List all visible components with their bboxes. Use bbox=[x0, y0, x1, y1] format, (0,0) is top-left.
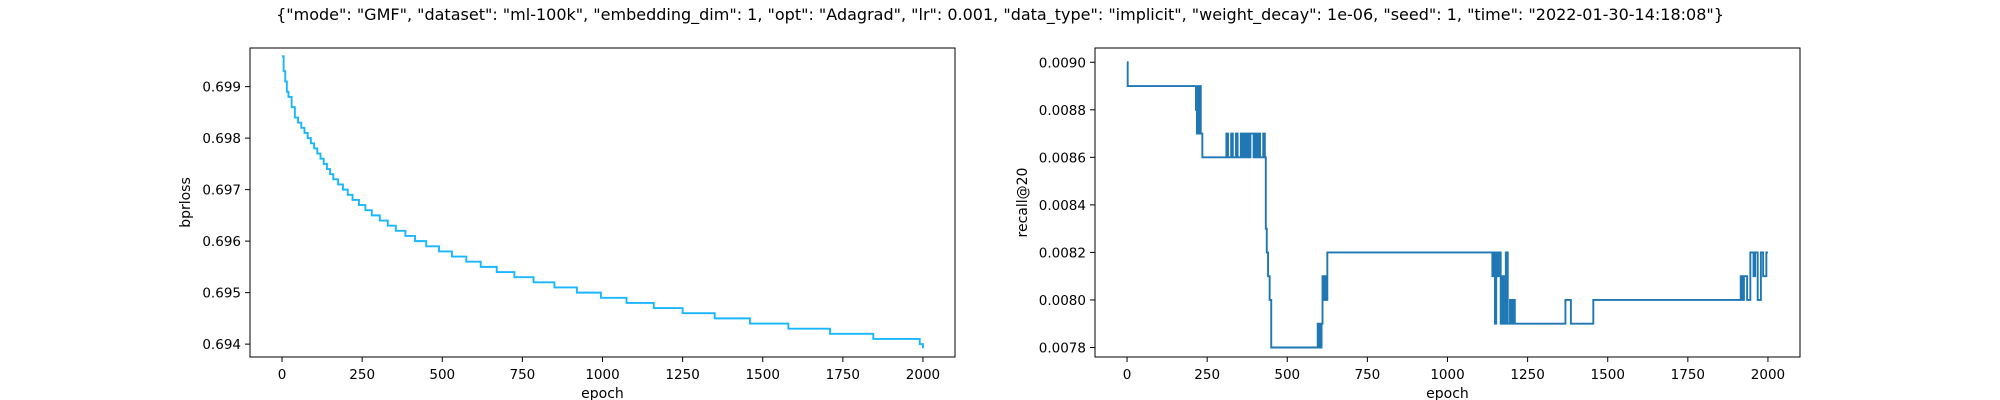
x-axis-label: epoch bbox=[581, 386, 624, 400]
y-tick-label: 0.0082 bbox=[1039, 245, 1086, 261]
x-tick-label: 1750 bbox=[1671, 367, 1705, 383]
y-tick-label: 0.0088 bbox=[1039, 103, 1086, 119]
bprloss-chart: 0 250 500 750 1000 1250 1500 1750 2000 0.694 0.695… bbox=[178, 47, 956, 400]
y-axis-label: recall@20 bbox=[1015, 168, 1031, 238]
x-tick-label: 1250 bbox=[665, 367, 699, 383]
y-tick-label: 0.0080 bbox=[1039, 293, 1086, 309]
recall-chart: 0 250 500 750 1000 1250 1500 1750 2000 0.0078 0.00… bbox=[1015, 47, 1801, 400]
y-tick-label: 0.0078 bbox=[1039, 340, 1086, 356]
x-tick-label: 1500 bbox=[746, 367, 780, 383]
y-tick-label: 0.698 bbox=[202, 131, 241, 147]
x-tick-label: 750 bbox=[509, 367, 535, 383]
x-tick-label: 250 bbox=[1194, 367, 1220, 383]
y-tick-label: 0.694 bbox=[202, 337, 241, 353]
x-tick-label: 1250 bbox=[1510, 367, 1544, 383]
x-tick-label: 1500 bbox=[1591, 367, 1625, 383]
y-tick-label: 0.0084 bbox=[1039, 198, 1086, 214]
x-tick-label: 1750 bbox=[826, 367, 860, 383]
x-tick-label: 0 bbox=[278, 367, 287, 383]
series-line-0-0 bbox=[282, 55, 924, 349]
plot-frame bbox=[249, 47, 956, 358]
x-tick-label: 500 bbox=[1274, 367, 1300, 383]
y-tick-label: 0.697 bbox=[202, 183, 241, 199]
x-tick-label: 750 bbox=[1354, 367, 1380, 383]
x-tick-label: 0 bbox=[1123, 367, 1132, 383]
y-tick-label: 0.696 bbox=[202, 234, 241, 250]
series-line-1-0 bbox=[1126, 61, 1768, 349]
x-tick-label: 250 bbox=[349, 367, 375, 383]
x-tick-label: 500 bbox=[429, 367, 455, 383]
x-axis-label: epoch bbox=[1426, 386, 1469, 400]
x-tick-label: 1000 bbox=[585, 367, 619, 383]
y-tick-label: 0.0090 bbox=[1039, 55, 1086, 71]
figure-title: {"mode": "GMF", "dataset": "ml-100k", "e… bbox=[276, 5, 1724, 25]
y-axis-label: bprloss bbox=[178, 177, 194, 228]
x-tick-label: 2000 bbox=[906, 367, 940, 383]
y-tick-label: 0.0086 bbox=[1039, 150, 1086, 166]
x-tick-label: 2000 bbox=[1751, 367, 1785, 383]
y-tick-label: 0.699 bbox=[202, 80, 241, 96]
x-tick-label: 1000 bbox=[1430, 367, 1464, 383]
y-tick-label: 0.695 bbox=[202, 286, 241, 302]
